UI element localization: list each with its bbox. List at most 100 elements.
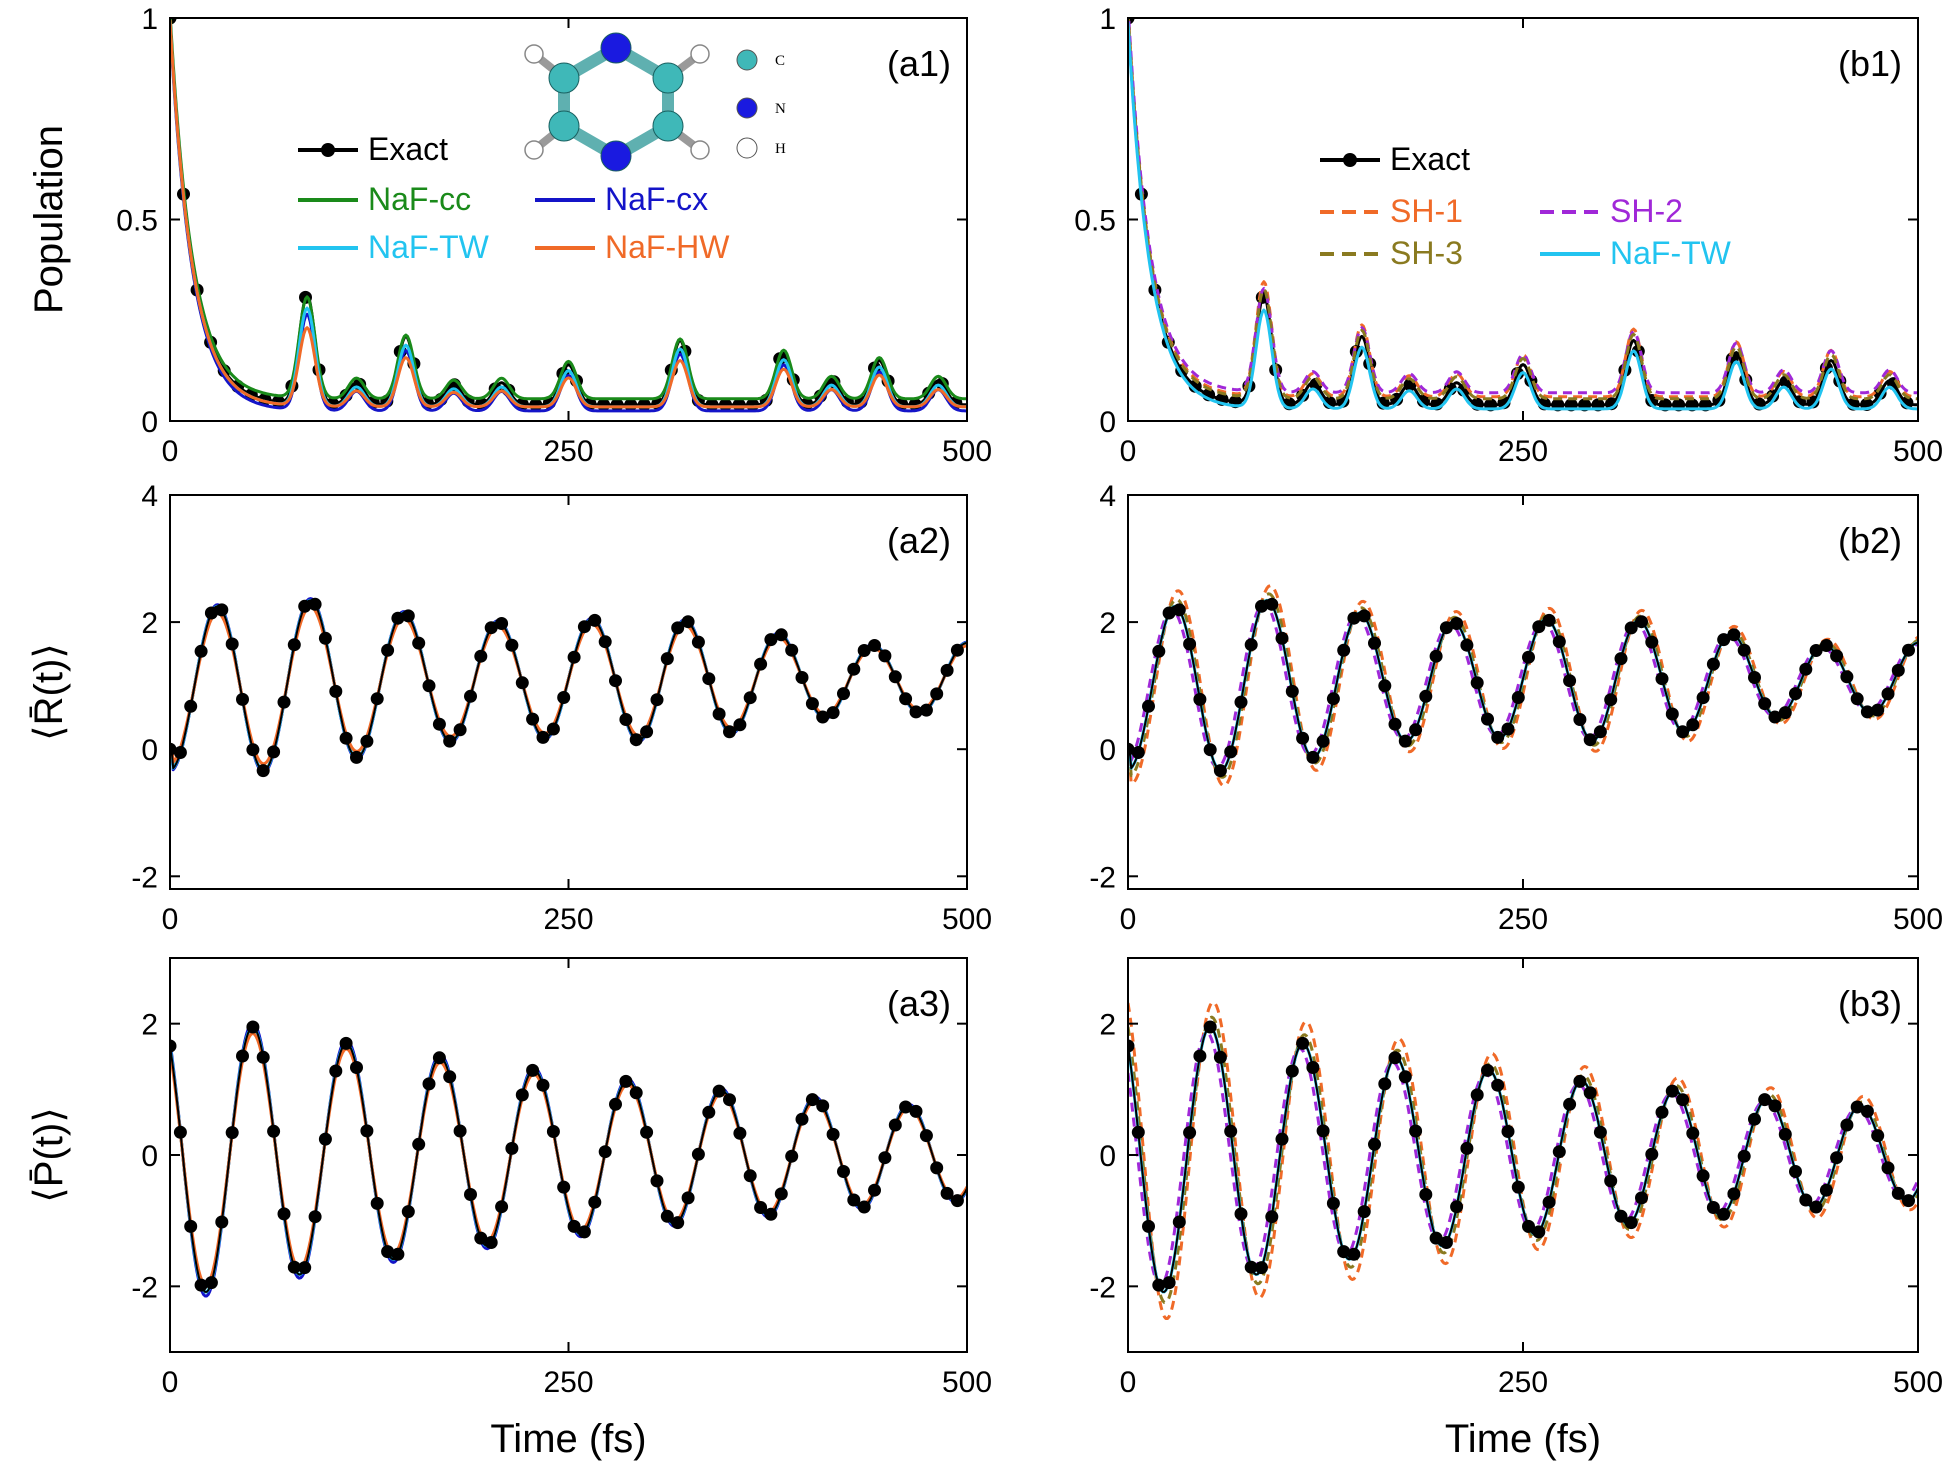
- data-point-exact: [1481, 712, 1494, 726]
- data-point-exact: [1871, 703, 1885, 717]
- series-line-exact: [1128, 18, 1918, 407]
- data-point-exact: [204, 1276, 218, 1290]
- data-point-exact: [826, 1127, 840, 1141]
- data-point-exact: [899, 1100, 913, 1114]
- panel-b1: 0 250 500 0 0.5 1 (b1) Exact SH-1 SH-2 SH-3 NaF-TW: [1074, 3, 1943, 468]
- panel-label: (b3): [1838, 983, 1902, 1024]
- data-point-exact: [1491, 730, 1505, 744]
- data-point-exact: [1296, 731, 1310, 745]
- atom-key-label: H: [775, 141, 786, 157]
- legend-label: NaF-cc: [368, 181, 471, 217]
- data-point-exact: [1799, 662, 1813, 676]
- data-point-exact: [1655, 1105, 1669, 1119]
- data-point-exact: [1501, 722, 1515, 736]
- data-point-exact: [546, 722, 560, 736]
- data-point-exact: [215, 1215, 229, 1229]
- data-point-exact: [350, 1061, 363, 1074]
- data-point-exact: [671, 621, 685, 635]
- data-point-exact: [567, 650, 581, 664]
- legend-label: SH-3: [1390, 235, 1463, 271]
- data-point-exact: [919, 703, 933, 717]
- data-point-exact: [888, 670, 902, 684]
- data-point-exact: [816, 710, 830, 724]
- data-point-exact: [619, 713, 633, 726]
- data-point-exact: [1347, 611, 1361, 625]
- data-point-exact: [318, 1132, 332, 1146]
- data-point-exact: [1819, 639, 1833, 652]
- data-point-exact: [1522, 1219, 1535, 1233]
- data-point-exact: [1450, 1200, 1464, 1214]
- data-point-exact: [1296, 1036, 1310, 1050]
- series-group-a2: [170, 597, 967, 778]
- data-point-exact: [774, 628, 788, 642]
- data-point-exact: [495, 1200, 509, 1214]
- data-point-exact: [432, 1051, 446, 1065]
- data-point-exact: [1470, 1088, 1484, 1102]
- data-point-exact: [1902, 643, 1915, 657]
- data-point-exact: [1131, 746, 1145, 759]
- legend-label: SH-1: [1390, 193, 1463, 229]
- data-point-exact: [1337, 643, 1351, 657]
- data-point-exact: [1614, 1209, 1628, 1223]
- data-point-exact: [1183, 1126, 1197, 1140]
- data-point-exact: [1552, 1145, 1566, 1159]
- y-tick-label: 1: [1099, 3, 1116, 36]
- data-point-exact: [795, 1112, 809, 1126]
- x-tick-label: 250: [543, 903, 593, 936]
- series-line-naf-cc: [170, 18, 967, 401]
- hydrogen-atom: [524, 140, 544, 160]
- data-point-exact: [443, 1070, 457, 1084]
- data-point-exact: [629, 1086, 643, 1100]
- data-point-exact: [723, 725, 736, 739]
- data-point-exact: [1789, 687, 1802, 701]
- atom-key-swatch: [736, 49, 758, 71]
- data-point-exact: [432, 717, 446, 731]
- data-point-exact: [1142, 1219, 1155, 1233]
- data-point-exact: [1470, 676, 1484, 690]
- data-point-exact: [1172, 1215, 1186, 1229]
- data-point-exact: [1429, 649, 1443, 663]
- data-point-exact: [1696, 691, 1710, 705]
- data-point-exact: [743, 691, 757, 705]
- y-tick-label: 4: [1099, 480, 1116, 513]
- data-point-exact: [940, 1186, 954, 1200]
- data-point-exact: [1326, 692, 1340, 706]
- data-point-exact: [1275, 631, 1289, 645]
- data-point-exact: [816, 1099, 830, 1113]
- data-point-exact: [847, 1193, 861, 1207]
- data-point-exact: [1152, 1278, 1166, 1292]
- data-point-exact: [733, 718, 747, 732]
- data-point-exact: [1450, 617, 1464, 630]
- data-point-exact: [236, 692, 249, 706]
- data-point-exact: [1378, 1077, 1392, 1091]
- data-point-exact: [484, 621, 498, 635]
- y-tick-label: 0: [141, 406, 158, 439]
- legend-label: Exact: [368, 131, 448, 167]
- data-point-exact: [194, 1278, 208, 1292]
- data-point-exact: [1635, 1191, 1648, 1205]
- atom-key-swatch: [736, 137, 758, 159]
- data-point-exact: [1183, 637, 1197, 651]
- data-point-exact: [1409, 1124, 1423, 1138]
- plot-frame: [1127, 17, 1919, 422]
- data-point-exact: [671, 1216, 685, 1230]
- data-point-exact: [1665, 1084, 1679, 1098]
- data-point-exact: [1491, 1078, 1505, 1092]
- data-point-exact: [1850, 692, 1864, 706]
- data-point-exact: [370, 692, 384, 706]
- data-point-exact: [1460, 638, 1474, 652]
- data-point-exact: [1244, 1260, 1258, 1274]
- data-point-exact: [899, 692, 913, 706]
- data-point-exact: [308, 1210, 322, 1224]
- data-point-exact: [764, 1207, 778, 1221]
- data-point-exact: [598, 635, 612, 649]
- data-point-exact: [888, 1118, 902, 1132]
- data-point-exact: [184, 699, 198, 713]
- data-point-exact: [1131, 1125, 1145, 1139]
- data-point-exact: [350, 750, 363, 764]
- data-point-exact: [1871, 1129, 1885, 1143]
- data-point-exact: [1768, 710, 1782, 724]
- data-point-exact: [868, 1183, 881, 1197]
